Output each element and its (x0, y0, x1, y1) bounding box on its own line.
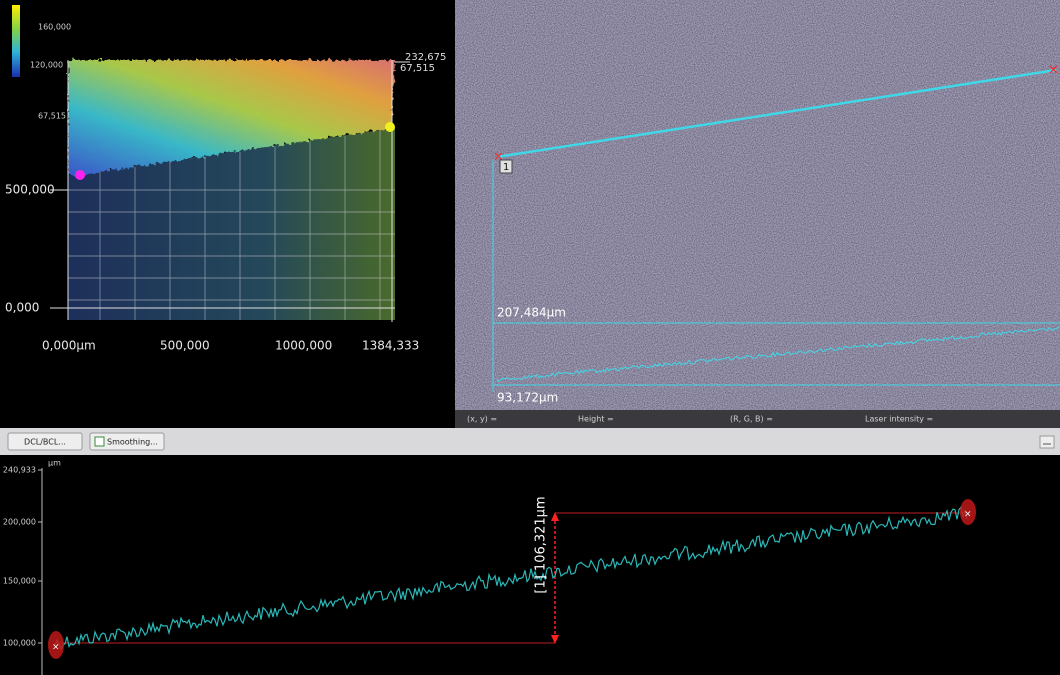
profile-min: 93,172µm (497, 391, 558, 405)
cursor-mark: × (964, 510, 972, 520)
minimize-button[interactable] (1040, 436, 1054, 448)
scale-label: 120,000 (30, 61, 63, 70)
profile-graph (0, 455, 1060, 675)
end-point (385, 122, 395, 132)
axis-label: 500,000 (5, 183, 55, 197)
laser-image (455, 0, 1060, 410)
axis-label: 232,675 (405, 52, 446, 63)
profile-max: 207,484µm (497, 306, 566, 320)
cursor-mark: × (52, 643, 60, 653)
axis-label: 1000,000 (275, 339, 332, 353)
y-tick-label: 100,000 (3, 639, 36, 648)
axis-label: 0,000µm (42, 339, 96, 353)
marker: × (1048, 63, 1059, 78)
button-label: Smoothing... (107, 438, 158, 447)
color-scale (12, 5, 20, 77)
line-number: 1 (503, 162, 509, 173)
status-field: (x, y) = (467, 415, 497, 424)
unit-label: µm (48, 459, 61, 468)
status-field: Laser intensity = (865, 415, 933, 424)
axis-label: 1384,333 (362, 339, 419, 353)
icon (95, 437, 104, 446)
y-tick-label: 200,000 (3, 518, 36, 527)
axis-label: 67,515 (400, 63, 435, 74)
status-field: Height = (578, 415, 614, 424)
start-point (75, 170, 85, 180)
app-window: 160,000 120,000 67,515 500,000 0,000 0,0… (0, 0, 1060, 675)
axis-label: 500,000 (160, 339, 210, 353)
button-label: DCL/BCL... (24, 438, 66, 447)
height-difference: [1] 106,321µm (534, 496, 549, 593)
status-field: (R, G, B) = (730, 415, 773, 424)
scale-label: 160,000 (38, 23, 71, 32)
y-tick-label: 150,000 (3, 577, 36, 586)
scale-label: 67,515 (38, 112, 66, 121)
axis-label: 0,000 (5, 301, 39, 315)
y-tick-label: 240,933 (3, 466, 36, 475)
